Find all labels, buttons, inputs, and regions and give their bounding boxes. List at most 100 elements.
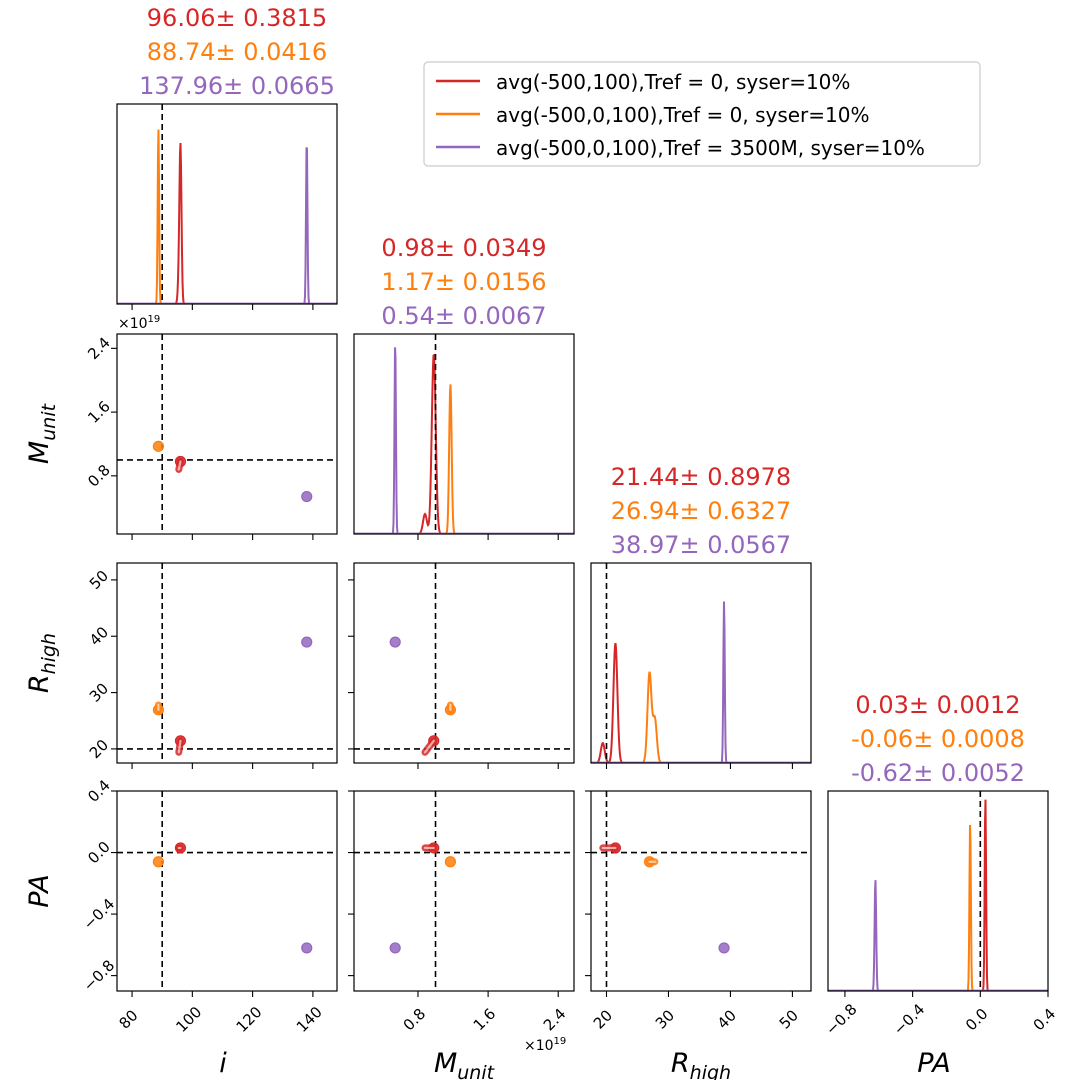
title-PA-2: -0.62± 0.0052 [851, 759, 1025, 787]
panel-content [117, 334, 337, 534]
xtick-label-Munit-2: 2.4 [540, 1005, 570, 1035]
ylabel-PA: PA [24, 874, 55, 907]
panel-frame [353, 333, 575, 535]
title-Rhigh-0: 21.44± 0.8978 [611, 463, 791, 491]
title-i-2: 137.96± 0.0665 [139, 72, 335, 100]
xlabel-Rhigh: Rhigh [671, 1048, 731, 1080]
panel-frame [590, 562, 812, 764]
legend-frame [423, 61, 981, 167]
ytick-label-Munit-1: 1.6 [84, 397, 114, 427]
xtick-label-i-0: 80 [115, 1006, 141, 1032]
xtick-label-i-3: 140 [293, 1003, 326, 1036]
xlabel-i: i [219, 1048, 227, 1079]
hist-line-i-2 [117, 147, 337, 304]
hist-line-i-1 [117, 129, 337, 304]
multiplier-xaxis-exp: 19 [554, 1036, 567, 1047]
title-Rhigh-2: 38.97± 0.0567 [611, 531, 791, 559]
title-Munit-2: 0.54± 0.0067 [381, 302, 546, 330]
point-2-i-PA [301, 942, 313, 954]
contour-inner-0 [177, 739, 182, 754]
ylabel-PA-main: PA [24, 874, 55, 907]
point-1-i-PA [152, 856, 165, 868]
point-2-i-Rhigh [301, 636, 313, 648]
panel-Munit-vs-i: 0.8 1.6 2.4 [84, 333, 338, 540]
ytick-label-Rhigh-1: 30 [86, 679, 112, 705]
legend-label-0: avg(-500,100),Tref = 0, syser=10% [496, 70, 850, 94]
panel-content [354, 334, 574, 534]
point-2-Rhigh-PA [718, 942, 730, 954]
ytick-label-Munit-2: 2.4 [84, 334, 114, 364]
hist-line-Rhigh-2 [591, 601, 811, 763]
xlabel-Rhigh-sub: high [690, 1062, 731, 1080]
panel-frame [827, 790, 1049, 992]
ytick-label-Rhigh-3: 50 [86, 567, 112, 593]
xtick-label-PA-2: 0.0 [962, 1005, 992, 1035]
xlabel-Munit-main: M [434, 1048, 457, 1079]
title-i-0: 96.06± 0.3815 [147, 4, 327, 32]
xlabel-Munit-sub: unit [457, 1062, 495, 1080]
xtick-label-PA-1: −0.4 [890, 1000, 928, 1038]
xtick-label-PA-3: 0.4 [1030, 1005, 1060, 1035]
hist-line-PA-2 [828, 880, 1048, 991]
point-1-i-Munit [152, 440, 165, 452]
title-Munit-1: 1.17± 0.0156 [381, 268, 546, 296]
xtick-label-Rhigh-0: 20 [590, 1006, 616, 1032]
point-2-Munit-Rhigh [389, 636, 401, 648]
panel-content [117, 104, 337, 304]
panel-PA-vs-PA: −0.8 −0.4 0.0 0.4 [822, 790, 1060, 1039]
panel-Munit-vs-Munit [353, 333, 575, 540]
point-2-i-Munit [301, 490, 313, 503]
panel-PA-vs-Rhigh: 20 30 40 50 [585, 790, 812, 1033]
ylabel-Munit-main: M [24, 441, 55, 464]
panel-frame [116, 562, 338, 764]
hist-line-Rhigh-0 [591, 642, 811, 763]
panel-PA-vs-i: 80 100 120 140−0.8−0.40.00.4 [80, 776, 338, 1036]
xtick-label-Rhigh-1: 30 [652, 1006, 678, 1032]
ylabel-Munit-sub: unit [38, 402, 60, 440]
xlabel-PA: PA [917, 1048, 950, 1079]
point-1-Munit-PA [444, 856, 457, 868]
panel-frame [116, 333, 338, 535]
xtick-label-i-2: 120 [233, 1003, 266, 1036]
hist-line-Munit-2 [354, 347, 574, 534]
legend: avg(-500,100),Tref = 0, syser=10% avg(-50… [423, 61, 981, 167]
title-Munit-0: 0.98± 0.0349 [381, 234, 546, 262]
legend-label-1: avg(-500,0,100),Tref = 0, syser=10% [496, 103, 870, 127]
panel-frame [353, 790, 575, 992]
panel-Rhigh-vs-Munit [348, 562, 575, 769]
title-i-1: 88.74± 0.0416 [147, 38, 327, 66]
panel-frame [353, 562, 575, 764]
titles-layer: i Munit Rhigh PAMunitRhighPA×1019×101996.06… [24, 4, 1025, 1080]
panel-content [591, 791, 811, 991]
ylabel-Rhigh-sub: high [38, 633, 60, 674]
xlabel-Rhigh-main: R [671, 1048, 690, 1079]
title-PA-1: -0.06± 0.0008 [851, 725, 1025, 753]
multiplier-xaxis: ×1019 [524, 1036, 566, 1054]
hist-line-Munit-1 [354, 384, 574, 534]
panel-content [354, 563, 574, 763]
xtick-label-PA-0: −0.8 [822, 1000, 860, 1038]
point-2-Munit-PA [389, 942, 401, 954]
multiplier-xaxis-base: ×10 [524, 1038, 554, 1054]
title-Rhigh-1: 26.94± 0.6327 [611, 497, 791, 525]
panel-content [354, 791, 574, 991]
hist-line-PA-0 [828, 799, 1048, 991]
panel-PA-vs-Munit: 0.8 1.6 2.4 [348, 790, 575, 1035]
legend-label-2: avg(-500,0,100),Tref = 3500M, syser=10% [496, 136, 925, 160]
panels-layer: 0.8 1.6 2.4 20 30 40 50 80 100 120 140 −0.8 −0.4 0.0 0… [80, 103, 1060, 1039]
panel-i-vs-i [116, 103, 338, 310]
multiplier-yaxis-base: ×10 [118, 316, 148, 332]
panel-content [117, 563, 337, 763]
xtick-label-i-1: 100 [172, 1003, 205, 1036]
hist-line-i-0 [117, 142, 337, 304]
xtick-label-Rhigh-3: 50 [776, 1006, 802, 1032]
hist-line-Munit-0 [354, 353, 574, 534]
ytick-label-Rhigh-0: 20 [86, 736, 112, 762]
ytick-label-Munit-0: 0.8 [84, 461, 114, 491]
hist-line-Rhigh-1 [591, 671, 811, 763]
panel-content [591, 563, 811, 763]
panel-Rhigh-vs-Rhigh [590, 562, 812, 769]
panel-frame [116, 103, 338, 305]
multiplier-yaxis-exp: 19 [148, 314, 161, 325]
